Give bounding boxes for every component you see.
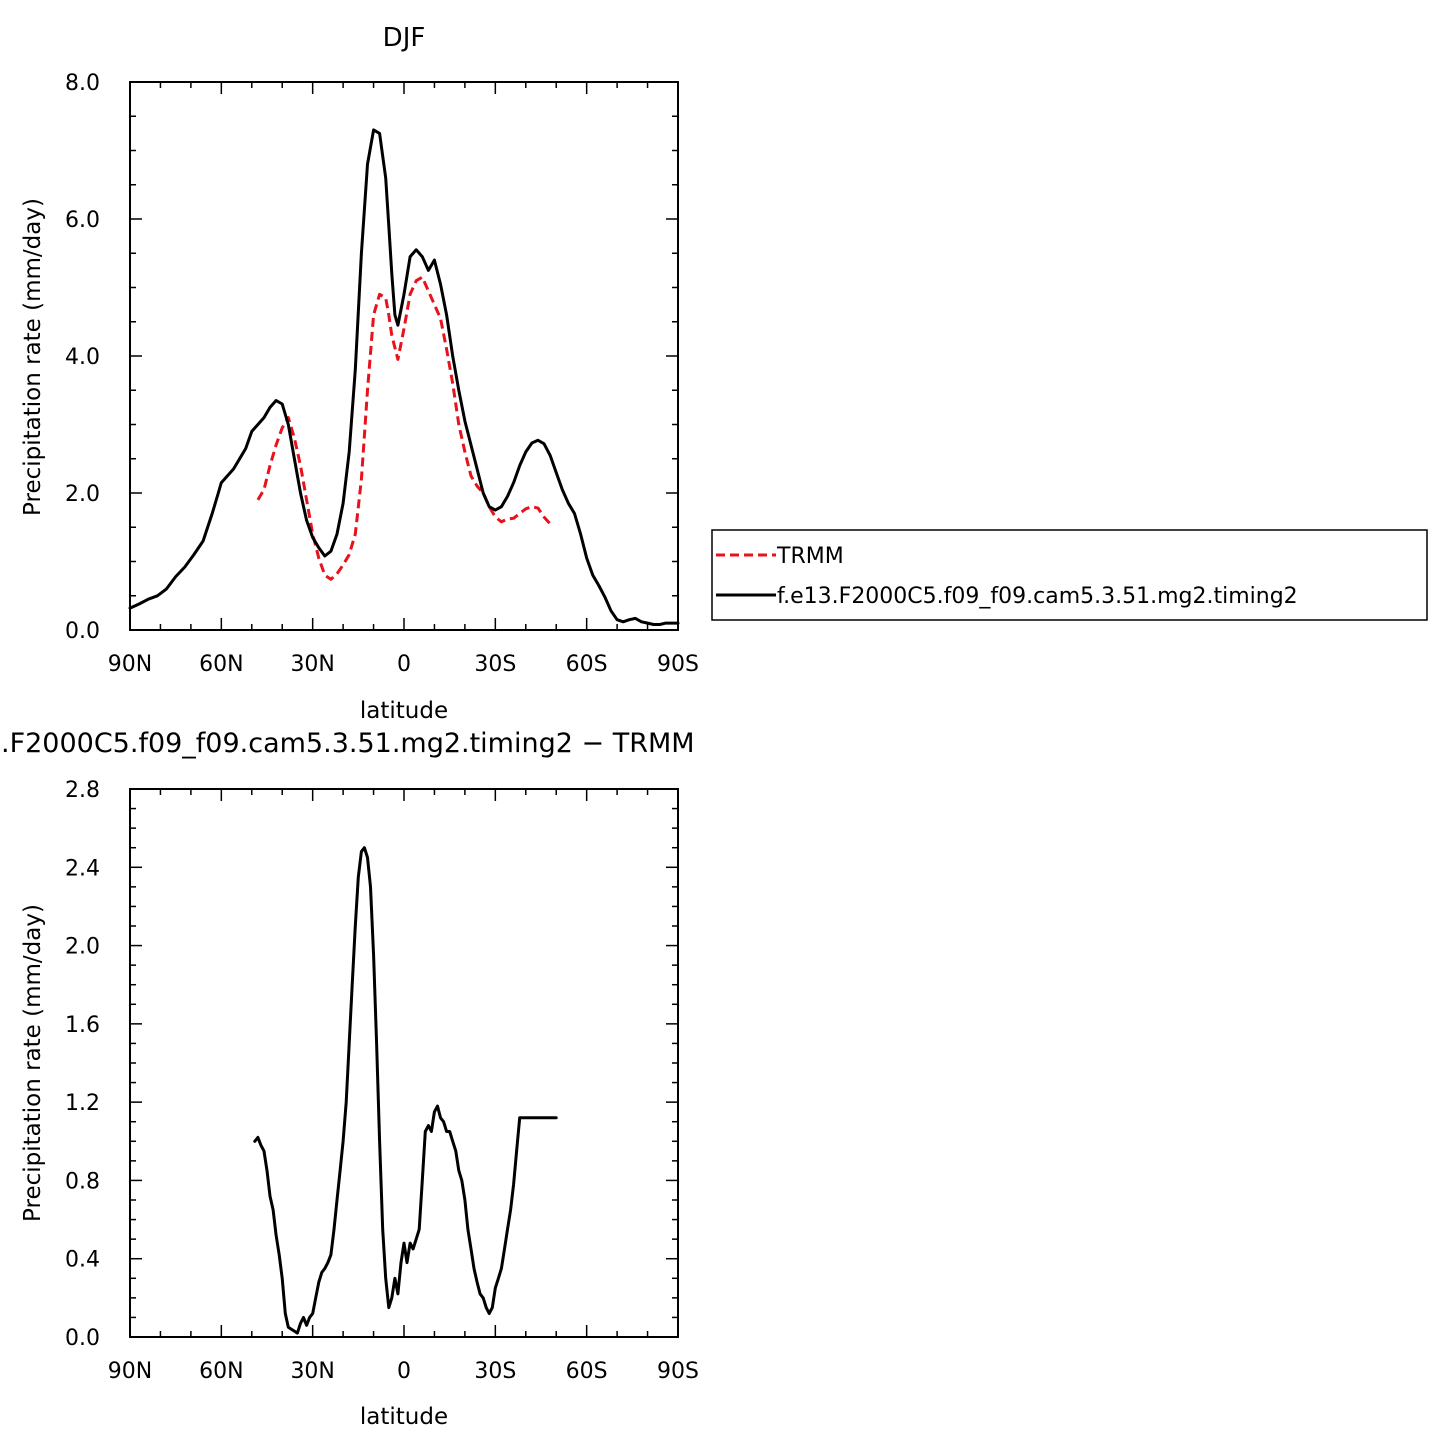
top-chart-title: DJF [383,23,426,53]
bottom-x-tick-label: 90N [108,1359,152,1384]
top-x-axis-label: latitude [360,698,448,724]
bottom-y-tick-label: 2.8 [65,778,100,803]
top-x-tick-label: 60N [199,652,243,677]
bottom-x-axis-label: latitude [360,1404,448,1430]
top-y-tick-label: 2.0 [65,482,100,507]
bottom-plot-frame [129,788,679,1338]
top-series-line-0 [256,275,552,581]
bottom-y-tick-label: 2.0 [65,935,100,960]
bottom-x-tick-label: 90S [657,1359,699,1384]
legend: TRMM f.e13.F2000C5.f09_f09.cam5.3.51.mg2… [711,529,1428,621]
bottom-y-tick-label: 0.0 [65,1326,100,1351]
bottom-x-tick-label: 0 [397,1359,411,1384]
legend-label-model: f.e13.F2000C5.f09_f09.cam5.3.51.mg2.timi… [777,584,1298,609]
bottom-x-tick-label: 60N [199,1359,243,1384]
bottom-chart-title: .F2000C5.f09_f09.cam5.3.51.mg2.timing2 −… [1,728,695,759]
top-x-tick-label: 90N [108,652,152,677]
top-plot-area [129,81,679,631]
bottom-series-lines [253,846,558,1335]
top-y-tick-label: 6.0 [65,208,100,233]
top-y-tick-label: 4.0 [65,345,100,370]
bottom-y-tick-label: 0.4 [65,1248,100,1273]
bottom-plot-area [129,788,679,1338]
bottom-y-tick-label: 1.2 [65,1091,100,1116]
bottom-panel: .F2000C5.f09_f09.cam5.3.51.mg2.timing2 −… [1,728,699,1430]
top-plot-frame [129,81,679,631]
bottom-x-tick-label: 60S [566,1359,608,1384]
bottom-tick-labels: 90N 60N 30N 0 30S 60S 90S 0.0 0.4 0.8 1.2 1.6 2.0 2.4… [65,778,699,1384]
top-series-lines [128,128,680,626]
top-y-tick-label: 8.0 [65,71,100,96]
top-panel: DJF Precipitation rate (mm/day) latitude… [20,23,699,724]
top-x-tick-label: 0 [397,652,411,677]
legend-box [711,529,1428,621]
bottom-x-tick-label: 30N [290,1359,334,1384]
top-x-tick-label: 30N [290,652,334,677]
bottom-series-line-0 [253,846,558,1335]
bottom-y-tick-label: 1.6 [65,1013,100,1038]
top-x-tick-label: 90S [657,652,699,677]
bottom-x-tick-label: 30S [474,1359,516,1384]
top-series-line-1 [128,128,680,626]
bottom-y-tick-label: 2.4 [65,856,100,881]
top-x-tick-label: 60S [566,652,608,677]
top-y-axis-label: Precipitation rate (mm/day) [20,198,46,516]
bottom-y-axis-label: Precipitation rate (mm/day) [20,904,46,1222]
legend-label-trmm: TRMM [776,544,844,569]
top-x-tick-label: 30S [474,652,516,677]
top-y-tick-label: 0.0 [65,619,100,644]
bottom-y-tick-label: 0.8 [65,1169,100,1194]
top-tick-labels: 90N 60N 30N 0 30S 60S 90S 0.0 2.0 4.0 6.0 8.0 [65,71,699,677]
